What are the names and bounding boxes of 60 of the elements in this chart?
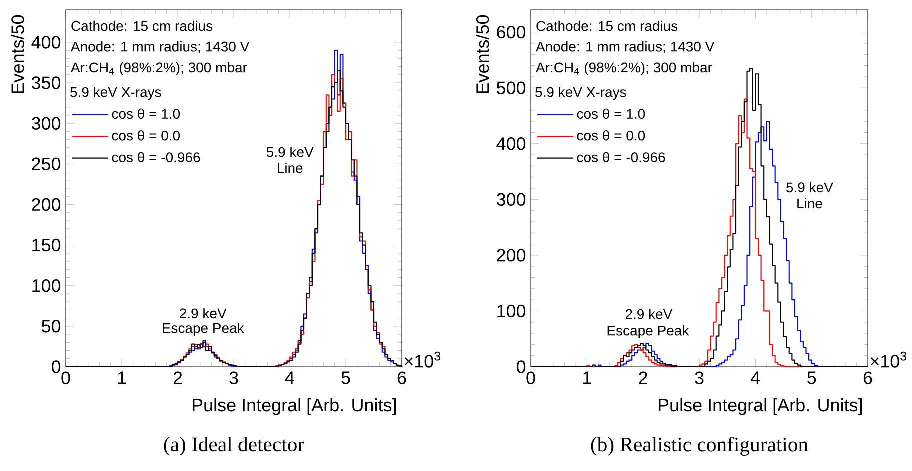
annotation: Escape Peak [608, 325, 690, 339]
x-tick-label: 5 [342, 372, 350, 384]
annotation: Ar:CH$_{4}$ (98%:2%); 300 mbar [536, 62, 712, 76]
legend-label: cos θ = 0.0 [112, 130, 180, 141]
x-tick-label: 4 [285, 372, 294, 384]
text: ×10$^{3}$ [870, 352, 907, 368]
legend-label: cos θ = -0.966 [577, 152, 666, 163]
x-tick-label: 6 [398, 372, 406, 384]
y-tick-label: 0 [517, 360, 526, 374]
y-tick-label: 50 [42, 320, 61, 333]
x-tick-label: 0 [526, 372, 536, 384]
y-tick-label: 350 [32, 76, 61, 90]
y-tick-label: 300 [32, 117, 61, 130]
annotation: 2.9 keV [180, 308, 227, 319]
y-tick-label: 100 [498, 304, 526, 318]
y-tick-label: 200 [32, 198, 61, 212]
y-tick-label: 100 [32, 279, 61, 292]
legend-title: 5.9 keV X-rays [70, 87, 162, 100]
y-tick-label: 200 [497, 249, 526, 262]
annotation: 2.9 keV [626, 309, 673, 320]
text: ×10$^{3}$ [404, 352, 441, 368]
x-tick-label: 6 [864, 372, 872, 384]
y-tick-label: 150 [32, 238, 61, 252]
legend-label: cos θ = 0.0 [577, 130, 646, 141]
annotation: Anode: 1 mm radius; 1430 V [536, 42, 715, 54]
x-tick-label: 5 [808, 372, 816, 384]
y-tick-label: 300 [496, 193, 526, 206]
x-tick-label: 3 [230, 372, 238, 384]
y-tick-label: 600 [497, 26, 526, 39]
annotation: Cathode: 15 cm radius [72, 20, 213, 32]
x-tick-label: 4 [751, 372, 760, 384]
annotation: Anode: 1 mm radius; 1430 V [70, 42, 250, 54]
legend-label: cos θ = 1.0 [577, 108, 646, 120]
legend-title: 5.9 keV X-rays [536, 87, 626, 100]
annotation: Line [798, 198, 822, 209]
annotation: Ar:CH$_{4}$ (98%:2%); 300 mbar [70, 62, 248, 76]
annotation: Escape Peak [162, 322, 244, 336]
x-tick-label: 2 [174, 372, 182, 384]
x-axis-title: Pulse Integral [Arb. Units] [193, 398, 396, 416]
x-tick-label: 0 [62, 372, 70, 384]
annotation: Cathode: 15 cm radius [536, 20, 678, 32]
y-tick-label: 0 [52, 360, 61, 374]
legend-label: cos θ = -0.966 [112, 152, 200, 162]
y-tick-label: 400 [32, 36, 61, 49]
x-tick-label: 1 [584, 372, 592, 384]
text: (b) Realistic configuration [591, 436, 808, 456]
x-tick-label: 1 [118, 372, 126, 384]
x-tick-label: 2 [639, 372, 648, 384]
y-axis-title: Events/50 [476, 15, 490, 94]
legend-label: cos θ = 1.0 [112, 108, 180, 120]
y-axis-title: Events/50 [11, 15, 24, 94]
text: (a) Ideal detector [164, 437, 304, 456]
y-tick-label: 500 [496, 82, 526, 94]
x-axis-title: Pulse Integral [Arb. Units] [659, 398, 862, 416]
x-tick-label: 3 [695, 372, 704, 384]
y-tick-label: 250 [32, 158, 61, 171]
y-tick-label: 400 [496, 138, 526, 150]
annotation: 5.9 keV [266, 146, 314, 158]
annotation: Line [278, 163, 303, 174]
annotation: 5.9 keV [786, 182, 834, 193]
